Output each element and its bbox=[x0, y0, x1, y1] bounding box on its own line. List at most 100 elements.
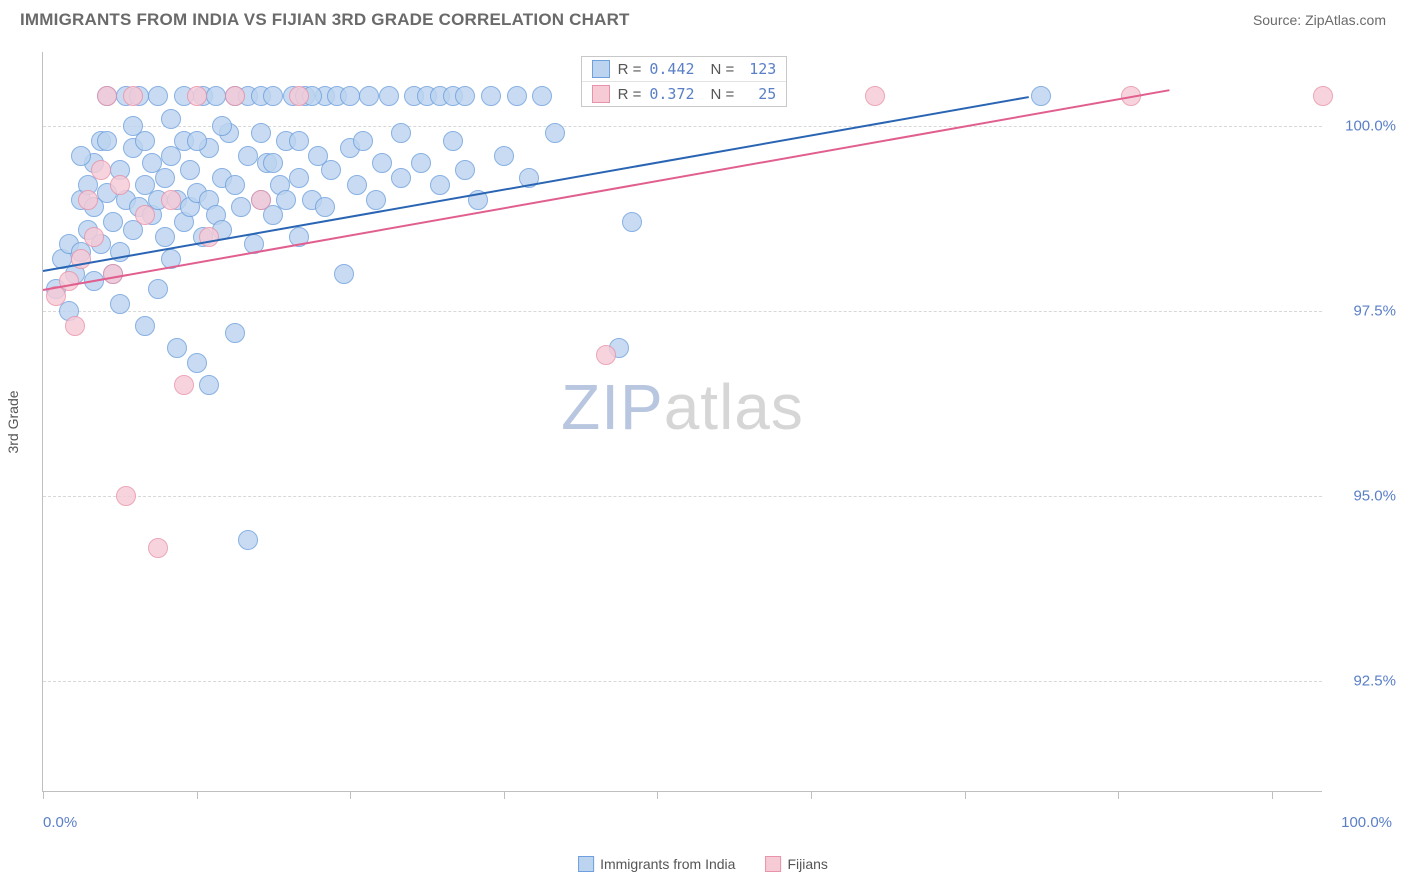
legend-label: Immigrants from India bbox=[600, 856, 735, 872]
data-point bbox=[379, 86, 399, 106]
data-point bbox=[155, 227, 175, 247]
data-point bbox=[161, 190, 181, 210]
data-point bbox=[167, 338, 187, 358]
x-tick bbox=[43, 791, 44, 799]
data-point bbox=[507, 86, 527, 106]
data-point bbox=[321, 160, 341, 180]
y-tick-label: 92.5% bbox=[1332, 673, 1396, 690]
data-point bbox=[116, 486, 136, 506]
data-point bbox=[622, 212, 642, 232]
data-point bbox=[455, 160, 475, 180]
legend-swatch bbox=[578, 856, 594, 872]
gridline bbox=[43, 311, 1322, 312]
data-point bbox=[103, 212, 123, 232]
data-point bbox=[443, 131, 463, 151]
x-label-max: 100.0% bbox=[1341, 814, 1392, 831]
watermark: ZIPatlas bbox=[561, 370, 804, 444]
y-tick-label: 100.0% bbox=[1332, 118, 1396, 135]
header: IMMIGRANTS FROM INDIA VS FIJIAN 3RD GRAD… bbox=[0, 0, 1406, 36]
data-point bbox=[84, 227, 104, 247]
data-point bbox=[180, 160, 200, 180]
data-point bbox=[411, 153, 431, 173]
data-point bbox=[148, 86, 168, 106]
data-point bbox=[78, 190, 98, 210]
data-point bbox=[103, 264, 123, 284]
data-point bbox=[110, 175, 130, 195]
data-point bbox=[225, 323, 245, 343]
data-point bbox=[187, 86, 207, 106]
legend-n-value: 25 bbox=[742, 85, 776, 103]
data-point bbox=[199, 227, 219, 247]
data-point bbox=[353, 131, 373, 151]
data-point bbox=[59, 271, 79, 291]
x-tick bbox=[1272, 791, 1273, 799]
source-label: Source: ZipAtlas.com bbox=[1253, 12, 1386, 28]
legend-n-label: N = bbox=[711, 86, 735, 103]
legend-n-label: N = bbox=[711, 61, 735, 78]
chart-area: 3rd Grade ZIPatlas 92.5%95.0%97.5%100.0%… bbox=[42, 52, 1322, 792]
gridline bbox=[43, 681, 1322, 682]
data-point bbox=[187, 131, 207, 151]
data-point bbox=[865, 86, 885, 106]
legend-r-value: 0.442 bbox=[649, 60, 694, 78]
data-point bbox=[1031, 86, 1051, 106]
gridline bbox=[43, 496, 1322, 497]
data-point bbox=[391, 168, 411, 188]
x-tick bbox=[504, 791, 505, 799]
bottom-legend: Immigrants from India Fijians bbox=[578, 856, 828, 872]
data-point bbox=[238, 530, 258, 550]
data-point bbox=[110, 294, 130, 314]
data-point bbox=[135, 131, 155, 151]
y-axis-label: 3rd Grade bbox=[5, 390, 21, 453]
y-tick-label: 95.0% bbox=[1332, 488, 1396, 505]
bottom-legend-item: Immigrants from India bbox=[578, 856, 735, 872]
data-point bbox=[155, 168, 175, 188]
data-point bbox=[372, 153, 392, 173]
data-point bbox=[276, 190, 296, 210]
legend-swatch bbox=[765, 856, 781, 872]
legend-row: R =0.372N =25 bbox=[582, 82, 787, 106]
data-point bbox=[225, 175, 245, 195]
data-point bbox=[231, 197, 251, 217]
data-point bbox=[251, 123, 271, 143]
data-point bbox=[225, 86, 245, 106]
legend-box: R =0.442N =123R =0.372N =25 bbox=[581, 56, 788, 107]
legend-row: R = 0.442 N = 123 bbox=[582, 57, 787, 82]
data-point bbox=[545, 123, 565, 143]
data-point bbox=[174, 375, 194, 395]
chart-title: IMMIGRANTS FROM INDIA VS FIJIAN 3RD GRAD… bbox=[20, 10, 630, 30]
data-point bbox=[315, 197, 335, 217]
legend-r-label: R = bbox=[618, 86, 642, 103]
data-point bbox=[359, 86, 379, 106]
data-point bbox=[334, 264, 354, 284]
data-point bbox=[596, 345, 616, 365]
data-point bbox=[148, 538, 168, 558]
data-point bbox=[430, 175, 450, 195]
data-point bbox=[148, 279, 168, 299]
data-point bbox=[135, 205, 155, 225]
x-tick bbox=[197, 791, 198, 799]
legend-n-value: 123 bbox=[742, 60, 776, 78]
data-point bbox=[494, 146, 514, 166]
data-point bbox=[97, 131, 117, 151]
data-point bbox=[263, 153, 283, 173]
data-point bbox=[481, 86, 501, 106]
data-point bbox=[212, 116, 232, 136]
data-point bbox=[91, 160, 111, 180]
bottom-legend-item: Fijians bbox=[765, 856, 827, 872]
data-point bbox=[238, 146, 258, 166]
legend-r-label: R = bbox=[618, 61, 642, 78]
data-point bbox=[187, 353, 207, 373]
x-tick bbox=[350, 791, 351, 799]
data-point bbox=[71, 146, 91, 166]
data-point bbox=[532, 86, 552, 106]
y-tick-label: 97.5% bbox=[1332, 303, 1396, 320]
legend-swatch bbox=[592, 60, 610, 78]
legend-label: Fijians bbox=[787, 856, 827, 872]
data-point bbox=[289, 131, 309, 151]
data-point bbox=[391, 123, 411, 143]
data-point bbox=[251, 190, 271, 210]
data-point bbox=[161, 109, 181, 129]
data-point bbox=[65, 316, 85, 336]
x-tick bbox=[657, 791, 658, 799]
